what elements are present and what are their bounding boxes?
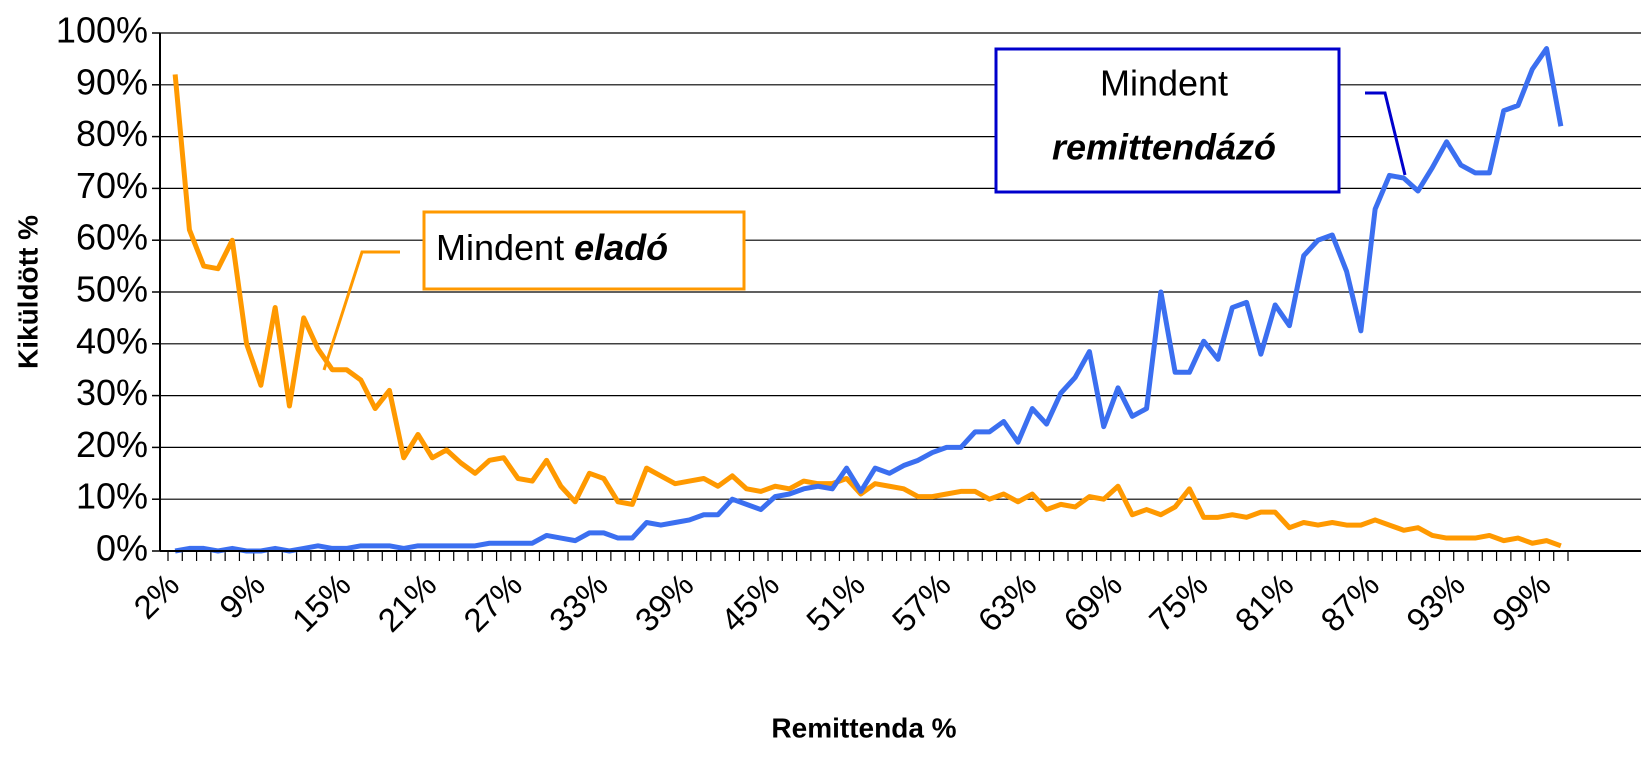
annotation-elado: Mindent eladó: [322, 210, 746, 371]
annotation-box: [422, 210, 746, 291]
x-tick-label: 75%: [1142, 566, 1215, 639]
x-tick-label: 99%: [1485, 566, 1558, 639]
x-tick-label: 2%: [126, 566, 186, 626]
y-tick-label: 50%: [76, 269, 148, 310]
y-tick-label: 90%: [76, 61, 148, 102]
y-tick-label: 100%: [56, 10, 148, 51]
leader-line: [322, 250, 400, 371]
x-tick-label: 81%: [1228, 566, 1301, 639]
annotation-plain: Mindent: [436, 227, 564, 268]
x-tick-label: 9%: [212, 566, 272, 626]
x-tick-label: 15%: [285, 566, 358, 639]
series-line: [174, 46, 1564, 554]
series-line: [172, 74, 1562, 549]
y-tick-label: 70%: [76, 165, 148, 206]
y-tick-label: 10%: [76, 476, 148, 517]
plot-area: 0% 10% 20% 30% 40% 50% 60% 70% 80% 90% 100% 2% 9% 15%…: [56, 10, 1641, 639]
x-tick-label: 27%: [456, 566, 529, 639]
y-tick-label: 60%: [76, 217, 148, 258]
annotation-box: [994, 47, 1341, 194]
y-tick-label: 0%: [96, 528, 148, 569]
annotation-remittendazo: Mindent remittendázó: [994, 47, 1407, 194]
x-tick-label: 45%: [713, 566, 786, 639]
x-tick-label: 51%: [799, 566, 872, 639]
x-tick-label: 39%: [628, 566, 701, 639]
annotation-text: Mindent eladó: [436, 227, 668, 268]
x-tick-label: 33%: [542, 566, 615, 639]
annotation-plain: Mindent: [1100, 63, 1228, 104]
x-tick-label: 93%: [1399, 566, 1472, 639]
y-tick-label: 30%: [76, 372, 148, 413]
x-tick-label: 69%: [1056, 566, 1129, 639]
annotation-emphasis: eladó: [574, 227, 668, 268]
x-tick-label: 57%: [885, 566, 958, 639]
annotation-emphasis: remittendázó: [1052, 127, 1276, 168]
y-tick-label: 80%: [76, 113, 148, 154]
y-axis-label: Kiküldött %: [12, 215, 43, 369]
leader-line: [1365, 91, 1407, 176]
y-tick-label: 40%: [76, 320, 148, 361]
y-tick-label: 20%: [76, 424, 148, 465]
x-tick-label: 21%: [371, 566, 444, 639]
x-tick-label: 87%: [1313, 566, 1386, 639]
x-axis-label: Remittenda %: [771, 712, 956, 743]
x-tick-label: 63%: [971, 566, 1044, 639]
